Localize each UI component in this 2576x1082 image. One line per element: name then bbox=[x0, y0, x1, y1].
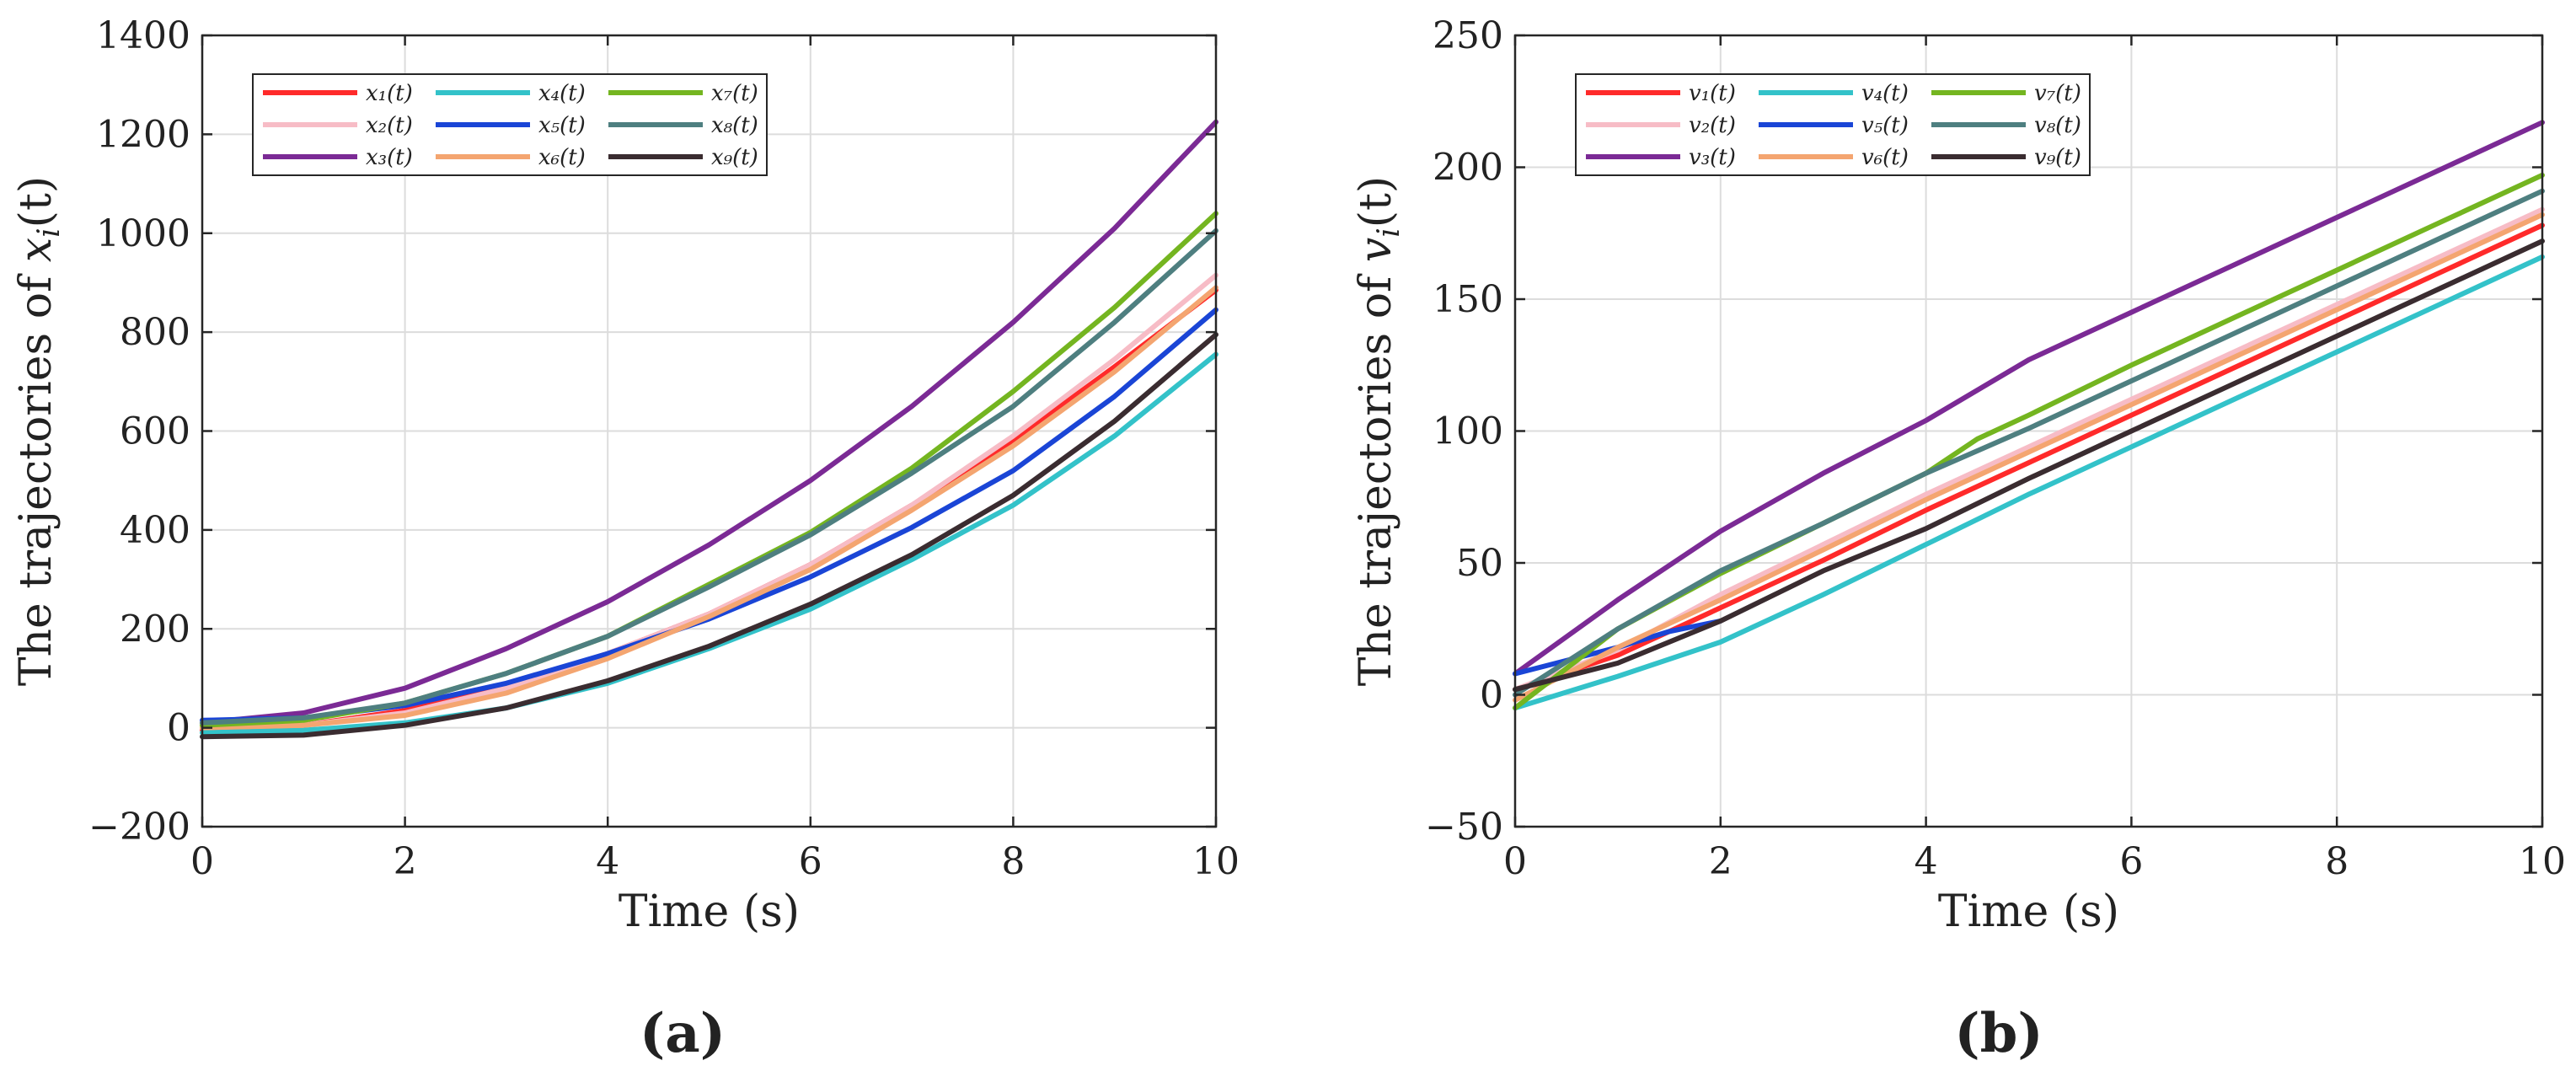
legend-label-8: v₈(t) bbox=[2034, 113, 2081, 138]
series-line-9 bbox=[1513, 238, 2545, 693]
x-axis-label: Time (s) bbox=[1938, 886, 2119, 937]
y-axis-label: The trajectories of vi(t) bbox=[1351, 176, 1406, 686]
y-tick-label: 800 bbox=[120, 311, 190, 354]
legend-label-7: x₇(t) bbox=[711, 81, 758, 106]
y-tick-label: 50 bbox=[1456, 542, 1503, 585]
x-tick-label: 4 bbox=[596, 840, 619, 883]
legend-label-6: v₆(t) bbox=[1861, 145, 1909, 170]
legend: x₁(t) x₂(t) x₃(t) x₄(t) x₅(t) x₆(t) x₇(t) x₈(t)… bbox=[252, 73, 768, 176]
legend-label-3: v₃(t) bbox=[1689, 145, 1736, 170]
legend-label-2: x₂(t) bbox=[366, 113, 413, 138]
chart-panel-0: 0 2 4 6 8 10−2000200400600800100012001400Time… bbox=[11, 14, 1240, 1065]
series-line-8 bbox=[200, 228, 1218, 726]
y-tick-label: 1200 bbox=[96, 113, 190, 156]
x-tick-label: 10 bbox=[2519, 840, 2566, 883]
panel-label: (a) bbox=[640, 1002, 726, 1065]
series-line-6 bbox=[1513, 212, 2545, 703]
legend-label-2: v₂(t) bbox=[1689, 113, 1736, 138]
x-tick-label: 2 bbox=[1709, 840, 1733, 883]
y-tick-label: 600 bbox=[120, 410, 190, 453]
y-tick-label: 400 bbox=[120, 509, 190, 552]
legend-label-1: x₁(t) bbox=[366, 81, 413, 106]
y-tick-label: 1000 bbox=[96, 212, 190, 255]
series-line-3 bbox=[1513, 120, 2545, 677]
y-tick-label: 0 bbox=[1480, 674, 1503, 717]
y-tick-label: 0 bbox=[167, 707, 190, 750]
legend-label-5: v₅(t) bbox=[1861, 113, 1909, 138]
legend-label-5: x₅(t) bbox=[538, 113, 586, 138]
y-tick-label: 200 bbox=[1433, 147, 1503, 190]
legend-label-6: x₆(t) bbox=[538, 145, 586, 170]
x-tick-label: 6 bbox=[799, 840, 822, 883]
y-tick-label: 200 bbox=[120, 608, 190, 651]
series-line-9 bbox=[200, 332, 1218, 740]
y-tick-label: 250 bbox=[1433, 14, 1503, 57]
series-line-1 bbox=[1513, 222, 2545, 693]
x-tick-label: 8 bbox=[2325, 840, 2348, 883]
legend-label-9: v₉(t) bbox=[2034, 145, 2081, 170]
legend-label-3: x₃(t) bbox=[366, 145, 413, 170]
series-line-4 bbox=[1513, 254, 2545, 711]
x-tick-label: 0 bbox=[1503, 840, 1527, 883]
x-tick-label: 8 bbox=[1001, 840, 1025, 883]
panel-label: (b) bbox=[1954, 1002, 2043, 1065]
legend: v₁(t) v₂(t) v₃(t) v₄(t) v₅(t) v₆(t) v₇(t) v₈(t)… bbox=[1575, 73, 2091, 176]
series-line-3 bbox=[200, 119, 1218, 726]
legend-label-4: v₄(t) bbox=[1861, 81, 1909, 106]
x-tick-label: 4 bbox=[1915, 840, 1938, 883]
legend-label-8: x₈(t) bbox=[711, 113, 758, 138]
y-tick-label: 150 bbox=[1433, 278, 1503, 321]
legend-label-7: v₇(t) bbox=[2034, 81, 2081, 106]
x-axis-label: Time (s) bbox=[619, 886, 800, 937]
x-tick-label: 2 bbox=[394, 840, 417, 883]
y-tick-label: −50 bbox=[1425, 806, 1503, 849]
series-line-8 bbox=[1513, 188, 2545, 698]
x-tick-label: 6 bbox=[2119, 840, 2143, 883]
series-line-6 bbox=[200, 285, 1218, 731]
y-axis-label: The trajectories of xi(t) bbox=[11, 176, 67, 686]
y-tick-label: 1400 bbox=[96, 14, 190, 57]
x-tick-label: 0 bbox=[190, 840, 214, 883]
legend-label-9: x₉(t) bbox=[711, 145, 758, 170]
legend-label-1: v₁(t) bbox=[1689, 81, 1736, 106]
legend-label-4: x₄(t) bbox=[538, 81, 586, 106]
y-tick-label: −200 bbox=[88, 806, 190, 849]
y-tick-label: 100 bbox=[1433, 410, 1503, 453]
x-tick-label: 10 bbox=[1192, 840, 1240, 883]
